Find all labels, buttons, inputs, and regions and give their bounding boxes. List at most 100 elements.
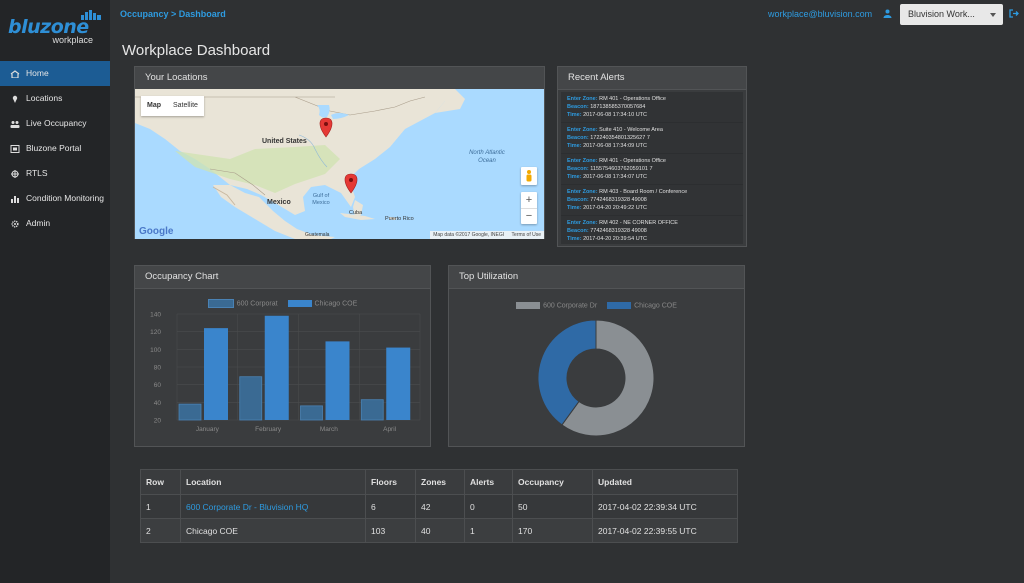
page-title: Workplace Dashboard (122, 42, 271, 59)
map-label-mexico: Mexico (267, 199, 291, 206)
alert-item: Enter Zone: RM 402 - NE CORNER OFFICE Be… (561, 216, 743, 244)
locations-panel: Your Locations Map Sat (134, 66, 545, 239)
sidebar-item-home[interactable]: Home (0, 61, 110, 86)
map-tab-map[interactable]: Map (147, 102, 161, 109)
col-header-updated[interactable]: Updated (592, 469, 738, 495)
alert-item: Enter Zone: RM 403 - Board Room / Confer… (561, 185, 743, 216)
legend-label: 600 Corporate Dr (543, 302, 598, 310)
alert-item: Enter Zone: RM 401 - Operations Office B… (561, 154, 743, 185)
y-tick-label: 60 (154, 382, 162, 389)
sidebar-item-label: Bluzone Portal (26, 143, 82, 153)
y-tick-label: 80 (154, 365, 162, 372)
cell-location: Chicago COE (180, 518, 366, 543)
alert-beacon: 1155754603762059101 7 (590, 166, 653, 172)
alert-time: 2017-04-20 20:39:54 UTC (583, 236, 648, 242)
city-skyline-icon (81, 10, 101, 20)
map-label-us: United States (262, 138, 307, 145)
alerts-panel-title: Recent Alerts (558, 67, 746, 90)
occupancy-chart-title: Occupancy Chart (135, 266, 430, 289)
bar (360, 399, 384, 421)
bar (204, 328, 228, 420)
portal-icon (10, 144, 20, 153)
brand-logo[interactable]: bluzone workplace (8, 10, 103, 45)
location-link[interactable]: 600 Corporate Dr - Bluvision HQ (186, 501, 309, 512)
street-view-button[interactable] (521, 167, 537, 185)
sidebar-item-locations[interactable]: Locations (0, 86, 110, 111)
cell-updated: 2017-04-02 22:39:55 UTC (592, 518, 738, 543)
org-select-value: Bluvision Work... (908, 9, 975, 19)
map-data-text: Map data ©2017 Google, INEGI (433, 232, 505, 238)
alerts-list[interactable]: Enter Zone: RM 401 - Operations Office B… (561, 92, 743, 244)
occupancy-legend: 600 Corporat Chicago COE (135, 299, 430, 308)
brand-sub: workplace (52, 35, 93, 45)
alert-zone: Suite 410 - Welcome Area (599, 127, 663, 133)
alert-zone: RM 403 - Board Room / Conference (599, 189, 688, 195)
logout-icon[interactable] (1009, 9, 1019, 18)
sidebar-item-bluzone-portal[interactable]: Bluzone Portal (0, 136, 110, 161)
bar (325, 341, 350, 420)
map-canvas (135, 89, 465, 239)
user-icon[interactable] (883, 9, 892, 18)
x-tick-label: January (196, 426, 220, 433)
utilization-panel: Top Utilization 600 Corporate Dr Chicago… (448, 265, 745, 447)
zoom-out-button[interactable]: − (521, 208, 537, 225)
brand-name: bluzone (8, 16, 89, 38)
cell-alerts: 0 (464, 494, 513, 519)
map-label-guatemala: Guatemala (305, 232, 330, 238)
legend-swatch (516, 302, 541, 309)
locations-map[interactable]: Map Satellite United States Mexico Gulf o… (135, 89, 544, 239)
sidebar-item-label: Live Occupancy (26, 118, 87, 128)
col-header-floors[interactable]: Floors (365, 469, 416, 495)
col-header-zones[interactable]: Zones (415, 469, 465, 495)
sidebar-item-label: Admin (26, 218, 51, 228)
gear-icon (11, 220, 19, 228)
cell-zones: 40 (415, 518, 465, 543)
user-email-link[interactable]: workplace@bluvision.com (768, 9, 873, 19)
occupancy-chart-panel: Occupancy Chart 600 Corporat Chicago COE… (134, 265, 431, 447)
alert-time: 2017-04-20 20:49:22 UTC (583, 205, 648, 211)
utilization-panel-title: Top Utilization (449, 266, 744, 289)
alert-zone: RM 401 - Operations Office (599, 96, 666, 102)
breadcrumb[interactable]: Occupancy > Dashboard (120, 9, 226, 19)
map-pin-florida[interactable] (344, 173, 358, 194)
alert-beacon: 7742468319328 49008 (590, 228, 647, 234)
utilization-legend: 600 Corporate Dr Chicago COE (449, 302, 744, 309)
table-row[interactable]: 1 600 Corporate Dr - Bluvision HQ 6 42 0… (140, 494, 738, 519)
org-select[interactable]: Bluvision Work... (900, 4, 1003, 25)
sidebar-item-label: RTLS (26, 168, 48, 178)
sidebar-item-live-occupancy[interactable]: Live Occupancy (0, 111, 110, 136)
alert-time: 2017-06-08 17:34:07 UTC (583, 174, 648, 180)
locations-table: Row Location Floors Zones Alerts Occupan… (140, 469, 738, 543)
col-header-occupancy[interactable]: Occupancy (512, 469, 593, 495)
sidebar-item-admin[interactable]: Admin (0, 211, 110, 236)
map-label-puerto-rico: Puerto Rico (385, 216, 414, 222)
alert-time: 2017-06-08 17:34:10 UTC (583, 112, 648, 118)
col-header-alerts[interactable]: Alerts (464, 469, 513, 495)
bar (300, 405, 323, 421)
bar (264, 315, 289, 420)
alerts-panel: Recent Alerts Enter Zone: RM 401 - Opera… (557, 66, 747, 247)
chevron-down-icon (990, 13, 996, 17)
sidebar-item-rtls[interactable]: RTLS (0, 161, 110, 186)
map-tab-satellite[interactable]: Satellite (173, 102, 198, 109)
alert-zone: RM 402 - NE CORNER OFFICE (599, 220, 678, 226)
cell-floors: 103 (365, 518, 416, 543)
google-logo: Google (139, 226, 174, 237)
sidebar-item-condition-monitoring[interactable]: Condition Monitoring (0, 186, 110, 211)
y-tick-label: 40 (154, 400, 162, 407)
col-header-location[interactable]: Location (180, 469, 366, 495)
table-row[interactable]: 2 Chicago COE 103 40 1 170 2017-04-02 22… (140, 518, 738, 543)
cell-zones: 42 (415, 494, 465, 519)
x-tick-label: February (255, 426, 282, 433)
donut-slice (561, 319, 655, 437)
map-pin-chicago[interactable] (319, 117, 333, 138)
alert-zone: RM 401 - Operations Office (599, 158, 666, 164)
y-tick-label: 100 (150, 347, 161, 354)
locations-panel-title: Your Locations (135, 67, 544, 90)
col-header-row[interactable]: Row (140, 469, 181, 495)
cell-row: 2 (140, 518, 181, 543)
alert-item: Enter Zone: Suite 410 - Welcome Area Bea… (561, 123, 743, 154)
map-terms-link[interactable]: Terms of Use (511, 232, 541, 238)
zoom-in-button[interactable]: + (525, 194, 533, 206)
legend-swatch (607, 302, 632, 309)
